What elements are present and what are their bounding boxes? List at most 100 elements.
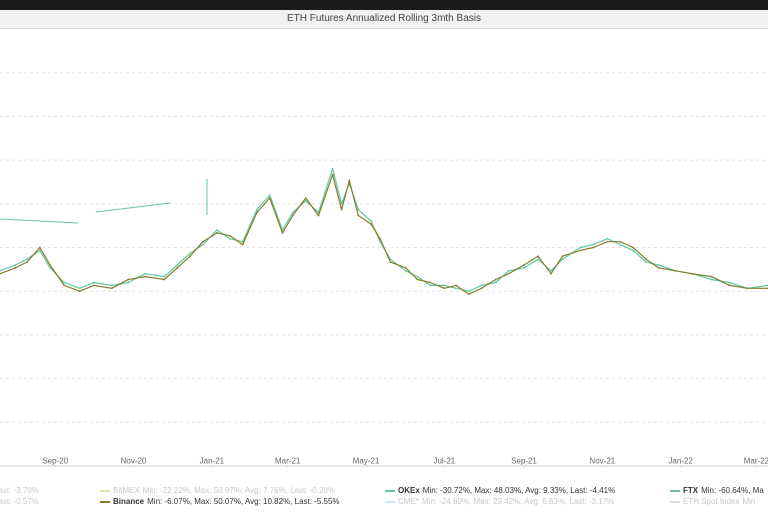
data-point-okex: [455, 287, 457, 290]
data-point-okex: [579, 246, 582, 249]
legend: Last: -3.70% Last: -0.57% BitMEX Min: -2…: [0, 484, 768, 512]
legend-series-name: Binance: [113, 497, 145, 506]
gap-connector-line: [0, 218, 79, 224]
legend-stats: Min: -22.22%, Max: 50.97%, Avg: 7.76%, L…: [142, 486, 336, 495]
data-point-okex: [494, 281, 497, 284]
data-point-okex: [370, 220, 373, 223]
data-point-binance: [389, 261, 392, 263]
x-tick-label: Nov-20: [121, 457, 147, 466]
legend-item-cme[interactable]: CME* Min: -24.89%, Max: 29.42%, Avg: 6.8…: [385, 497, 614, 506]
legend-swatch: [670, 500, 680, 503]
data-point-okex: [163, 275, 166, 278]
data-point-okex: [291, 211, 294, 214]
x-tick-label: May-21: [353, 457, 380, 466]
series-line-binance: [0, 174, 768, 295]
legend-item-binance[interactable]: Binance Min: -6.07%, Max: 50.07%, Avg: 1…: [100, 497, 340, 506]
legend-stats: Min: -6.07%, Max: 50.07%, Avg: 10.82%, L…: [147, 497, 340, 506]
data-point-binance: [455, 284, 457, 287]
data-point-binance: [127, 278, 130, 281]
data-point-binance: [507, 272, 510, 275]
data-point-okex: [429, 284, 432, 287]
data-point-okex: [228, 237, 231, 240]
data-point-binance: [632, 246, 635, 249]
legend-stats: Min: -60.64%, Ma: [701, 486, 764, 495]
data-point-binance: [619, 240, 622, 243]
data-point-binance: [49, 264, 51, 266]
data-point-binance: [163, 278, 166, 281]
legend-stats: Min: -24.89%, Max: 29.42%, Avg: 6.83%, L…: [421, 497, 615, 506]
legend-stats: Min: [742, 497, 756, 506]
data-point-okex: [389, 258, 392, 261]
legend-item-spot[interactable]: ETH Spot Index Min: [670, 497, 755, 506]
legend-item-left-cut-2[interactable]: Last: -0.57%: [0, 497, 39, 506]
data-point-okex: [63, 281, 66, 284]
data-point-binance: [268, 197, 271, 199]
data-point-binance: [746, 287, 749, 290]
data-point-okex: [92, 281, 95, 284]
data-point-okex: [657, 264, 660, 266]
data-point-okex: [523, 266, 525, 269]
data-point-okex: [202, 243, 204, 246]
data-point-okex: [331, 167, 334, 170]
data-point-binance: [110, 287, 113, 290]
data-point-binance: [480, 287, 483, 290]
data-point-okex: [467, 290, 470, 293]
data-point-okex: [619, 243, 622, 246]
x-tick-label: Jan-22: [668, 457, 693, 466]
x-tick-label: Sep-21: [511, 457, 537, 466]
data-point-binance: [144, 275, 147, 278]
data-point-binance: [38, 246, 41, 249]
legend-item-ftx[interactable]: FTX Min: -60.64%, Ma: [670, 486, 764, 495]
data-point-binance: [331, 173, 334, 176]
data-point-binance: [674, 269, 677, 272]
data-point-binance: [92, 284, 95, 287]
data-point-binance: [291, 214, 294, 217]
x-tick-labels: Sep-20 Nov-20 Jan-21 Mar-21 May-21 Jul-21 Sep-…: [42, 457, 768, 467]
data-point-binance: [523, 264, 525, 266]
data-point-binance: [26, 261, 28, 263]
data-point-okex: [0, 269, 1, 272]
legend-series-name: OKEx: [398, 486, 420, 495]
data-point-okex: [216, 229, 218, 231]
data-point-binance: [537, 255, 540, 258]
legend-item-bitmex[interactable]: BitMEX Min: -22.22%, Max: 50.97%, Avg: 7…: [100, 486, 335, 495]
data-point-okex: [144, 272, 147, 275]
data-point-binance: [357, 214, 360, 217]
data-point-binance: [317, 214, 320, 217]
x-tick-label: Mar-21: [275, 457, 301, 466]
data-point-binance: [14, 266, 17, 269]
data-point-binance: [657, 266, 660, 269]
data-point-binance: [606, 240, 609, 243]
legend-swatch: [385, 489, 395, 492]
data-point-okex: [592, 243, 595, 246]
series-layer: [0, 167, 768, 296]
data-point-okex: [176, 264, 179, 266]
data-point-binance: [728, 284, 731, 287]
data-point-okex: [480, 284, 483, 287]
data-point-binance: [691, 272, 694, 275]
legend-stats: Last: -3.70%: [0, 486, 39, 495]
data-point-binance: [340, 208, 343, 211]
data-point-binance: [370, 223, 373, 226]
data-point-binance: [304, 197, 307, 199]
x-tick-label: Nov-21: [589, 457, 615, 466]
data-point-okex: [189, 252, 191, 255]
data-point-binance: [255, 211, 258, 214]
data-point-binance: [379, 237, 382, 240]
data-point-okex: [507, 269, 510, 272]
data-point-okex: [550, 269, 552, 272]
legend-series-name: FTX: [683, 486, 699, 495]
data-point-okex: [14, 264, 17, 266]
data-point-okex: [645, 261, 647, 263]
data-point-binance: [228, 234, 231, 237]
data-point-binance: [241, 243, 244, 246]
series-line-okex: [0, 168, 768, 292]
data-point-binance: [467, 293, 470, 296]
data-point-binance: [429, 281, 432, 284]
legend-item-okex[interactable]: OKEx Min: -30.72%, Max: 48.03%, Avg: 9.3…: [385, 486, 615, 495]
data-point-binance: [550, 272, 552, 275]
legend-item-left-cut-1[interactable]: Last: -3.70%: [0, 486, 39, 495]
data-point-okex: [632, 249, 635, 252]
data-point-okex: [26, 258, 28, 261]
legend-swatch: [100, 500, 110, 503]
